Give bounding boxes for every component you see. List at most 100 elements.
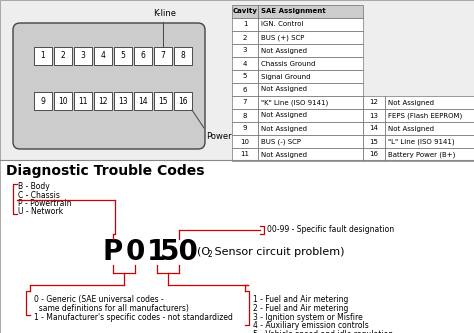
Bar bbox=[232, 122, 258, 135]
Bar bbox=[258, 122, 363, 135]
Bar bbox=[385, 109, 474, 122]
Text: 6: 6 bbox=[141, 52, 146, 61]
Bar bbox=[385, 135, 474, 148]
Bar bbox=[74, 92, 92, 110]
Text: 12: 12 bbox=[98, 97, 108, 106]
Text: 5 - Vehicle speed and idle regulation: 5 - Vehicle speed and idle regulation bbox=[253, 330, 393, 333]
Text: BUS (+) SCP: BUS (+) SCP bbox=[261, 34, 304, 41]
Text: 11: 11 bbox=[240, 152, 249, 158]
Text: Sensor circuit problem): Sensor circuit problem) bbox=[211, 247, 345, 257]
Text: 1 - Fuel and Air metering: 1 - Fuel and Air metering bbox=[253, 295, 348, 304]
Bar bbox=[232, 96, 258, 109]
Text: 4: 4 bbox=[100, 52, 105, 61]
Bar bbox=[258, 96, 363, 109]
Bar bbox=[134, 92, 152, 110]
Text: 50: 50 bbox=[160, 238, 199, 266]
Text: P: P bbox=[103, 238, 123, 266]
Bar bbox=[174, 47, 192, 65]
Text: Not Assigned: Not Assigned bbox=[261, 87, 307, 93]
Text: BUS (-) SCP: BUS (-) SCP bbox=[261, 138, 301, 145]
Text: 4 - Auxiliary emission controls: 4 - Auxiliary emission controls bbox=[253, 321, 369, 330]
Text: 9: 9 bbox=[243, 126, 247, 132]
Text: 16: 16 bbox=[370, 152, 379, 158]
Bar bbox=[0, 160, 474, 333]
Bar bbox=[258, 44, 363, 57]
Bar bbox=[258, 83, 363, 96]
Bar bbox=[258, 31, 363, 44]
Bar bbox=[258, 135, 363, 148]
Bar bbox=[232, 44, 258, 57]
Bar bbox=[363, 96, 385, 109]
Text: "L" Line (ISO 9141): "L" Line (ISO 9141) bbox=[388, 138, 455, 145]
Text: 14: 14 bbox=[138, 97, 148, 106]
Text: 0: 0 bbox=[125, 238, 145, 266]
Text: 00-99 - Specific fault designation: 00-99 - Specific fault designation bbox=[267, 225, 394, 234]
Bar bbox=[0, 0, 474, 160]
Bar bbox=[232, 148, 258, 161]
Bar bbox=[232, 83, 258, 96]
Text: Not Assigned: Not Assigned bbox=[261, 152, 307, 158]
Bar bbox=[114, 47, 132, 65]
Text: 7: 7 bbox=[161, 52, 165, 61]
Text: 2 - Fuel and Air metering: 2 - Fuel and Air metering bbox=[253, 304, 348, 313]
Bar bbox=[154, 47, 172, 65]
Text: 1: 1 bbox=[147, 238, 167, 266]
Text: 15: 15 bbox=[158, 97, 168, 106]
Text: 14: 14 bbox=[370, 126, 378, 132]
Bar bbox=[258, 109, 363, 122]
Bar bbox=[258, 18, 363, 31]
Text: K-line: K-line bbox=[154, 9, 176, 18]
Text: 3: 3 bbox=[243, 48, 247, 54]
Text: 2: 2 bbox=[208, 250, 212, 259]
Text: 8: 8 bbox=[181, 52, 185, 61]
Text: Not Assigned: Not Assigned bbox=[388, 100, 434, 106]
Bar bbox=[232, 70, 258, 83]
Text: P - Powertrain: P - Powertrain bbox=[18, 199, 72, 208]
Text: 9: 9 bbox=[41, 97, 46, 106]
Text: 4: 4 bbox=[243, 61, 247, 67]
Bar bbox=[258, 148, 363, 161]
Bar bbox=[363, 135, 385, 148]
Text: 8: 8 bbox=[243, 113, 247, 119]
Text: 5: 5 bbox=[120, 52, 126, 61]
Text: Chassis Ground: Chassis Ground bbox=[261, 61, 315, 67]
Text: 2: 2 bbox=[61, 52, 65, 61]
Text: Not Assigned: Not Assigned bbox=[261, 126, 307, 132]
Bar bbox=[174, 92, 192, 110]
Bar bbox=[258, 57, 363, 70]
Bar bbox=[363, 109, 385, 122]
Text: 10: 10 bbox=[58, 97, 68, 106]
Text: B - Body: B - Body bbox=[18, 182, 50, 191]
Bar bbox=[154, 92, 172, 110]
Bar bbox=[258, 70, 363, 83]
Text: 12: 12 bbox=[370, 100, 378, 106]
Text: Diagnostic Trouble Codes: Diagnostic Trouble Codes bbox=[6, 164, 204, 178]
FancyBboxPatch shape bbox=[13, 23, 205, 149]
Bar bbox=[232, 5, 258, 18]
Text: 0 - Generic (SAE universal codes -: 0 - Generic (SAE universal codes - bbox=[34, 295, 164, 304]
Text: (O: (O bbox=[197, 247, 210, 257]
Bar bbox=[258, 5, 363, 18]
Text: IGN. Control: IGN. Control bbox=[261, 22, 303, 28]
Bar bbox=[54, 92, 72, 110]
Bar bbox=[74, 47, 92, 65]
Bar bbox=[114, 92, 132, 110]
Bar bbox=[385, 96, 474, 109]
Text: "K" Line (ISO 9141): "K" Line (ISO 9141) bbox=[261, 99, 328, 106]
Text: Power: Power bbox=[206, 132, 232, 141]
Text: 5: 5 bbox=[243, 74, 247, 80]
Text: 3: 3 bbox=[81, 52, 85, 61]
Text: 11: 11 bbox=[78, 97, 88, 106]
Bar bbox=[94, 92, 112, 110]
Bar bbox=[232, 109, 258, 122]
Bar bbox=[385, 122, 474, 135]
Text: 6: 6 bbox=[243, 87, 247, 93]
Bar bbox=[363, 148, 385, 161]
Bar bbox=[232, 135, 258, 148]
Text: Signal Ground: Signal Ground bbox=[261, 74, 310, 80]
Bar bbox=[232, 57, 258, 70]
Text: 1 - Manufacturer's specific codes - not standardized: 1 - Manufacturer's specific codes - not … bbox=[34, 313, 233, 322]
Text: 13: 13 bbox=[118, 97, 128, 106]
Text: 2: 2 bbox=[243, 35, 247, 41]
Text: 16: 16 bbox=[178, 97, 188, 106]
